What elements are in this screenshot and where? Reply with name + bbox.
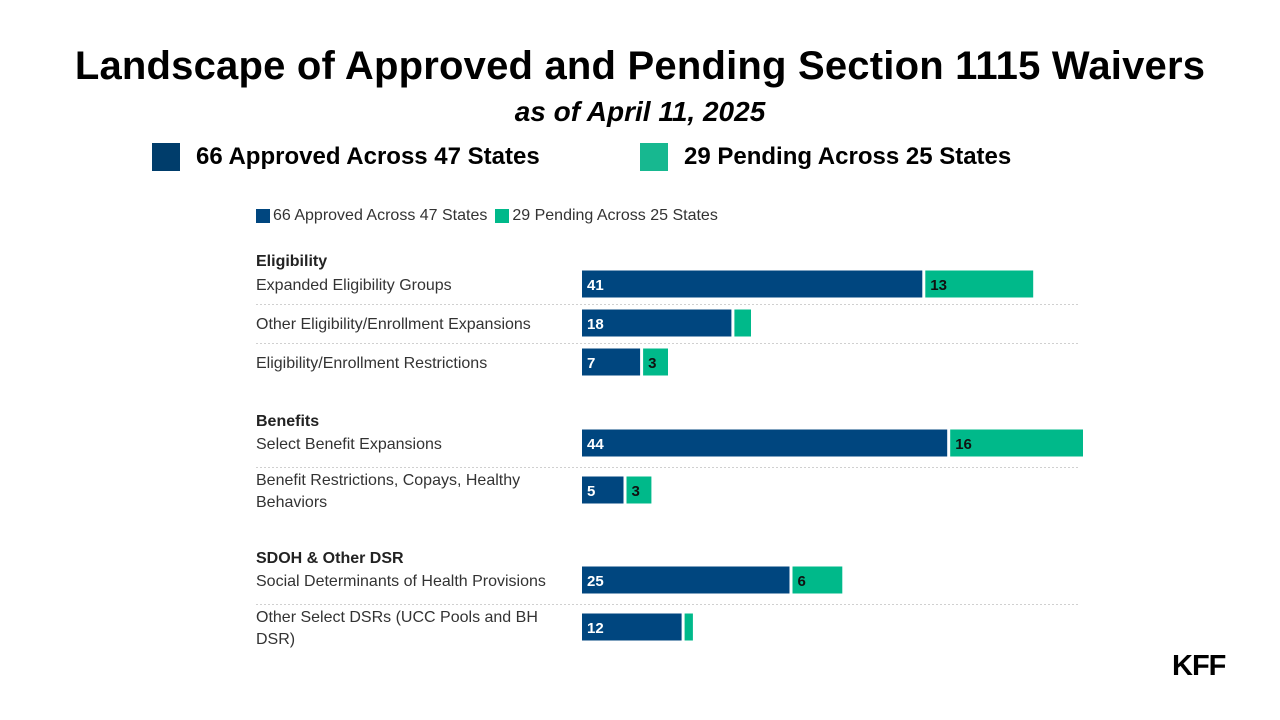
- category-label: Social Determinants of Health Provisions: [256, 573, 546, 590]
- data-label-pending: 16: [955, 436, 972, 453]
- bar-approved: [582, 613, 682, 641]
- chart-title: Landscape of Approved and Pending Sectio…: [74, 44, 1206, 88]
- bar-pending: [792, 566, 843, 594]
- bar-pending: [684, 613, 693, 641]
- legend-approved: 66 Approved Across 47 States: [152, 142, 540, 172]
- legend-pending-swatch: [640, 143, 668, 171]
- legend-pending: 29 Pending Across 25 States: [640, 142, 1011, 172]
- data-label-approved: 5: [587, 483, 595, 500]
- bar-pending: [643, 348, 668, 376]
- data-label-pending: 3: [632, 483, 640, 500]
- data-label-approved: 18: [587, 316, 604, 333]
- legend-approved-swatch: [152, 143, 180, 171]
- kff-logo: KFF: [1172, 650, 1226, 682]
- category-label: Expanded Eligibility Groups: [256, 277, 452, 294]
- bar-pending: [925, 270, 1034, 298]
- bar-approved: [582, 566, 790, 594]
- bar-approved: [582, 309, 732, 337]
- bar-approved: [582, 270, 923, 298]
- chart-legend-pending: 29 Pending Across 25 States: [495, 207, 718, 225]
- data-label-approved: 7: [587, 355, 595, 372]
- data-label-pending: 6: [798, 573, 806, 590]
- bar-approved: [582, 476, 624, 504]
- category-label: Behaviors: [256, 494, 327, 511]
- data-label-pending: 13: [930, 277, 947, 294]
- category-label: Other Select DSRs (UCC Pools and BH: [256, 609, 538, 626]
- group-header: SDOH & Other DSR: [256, 550, 404, 567]
- category-label: Eligibility/Enrollment Restrictions: [256, 355, 487, 372]
- chart-legend-approved-swatch: [256, 209, 270, 223]
- legend-approved-label: 66 Approved Across 47 States: [196, 143, 540, 170]
- chart-subtitle: as of April 11, 2025: [514, 96, 766, 127]
- bar-approved: [582, 429, 948, 457]
- bar-pending: [950, 429, 1083, 457]
- data-label-pending: 3: [648, 355, 656, 372]
- chart-legend-pending-label: 29 Pending Across 25 States: [512, 207, 718, 224]
- chart-legend-pending-swatch: [495, 209, 510, 223]
- category-label: Other Eligibility/Enrollment Expansions: [256, 316, 531, 333]
- bar-pending: [734, 309, 751, 337]
- data-label-approved: 12: [587, 620, 604, 637]
- bar-pending: [626, 476, 652, 504]
- group-header: Benefits: [256, 413, 319, 430]
- legend-pending-label: 29 Pending Across 25 States: [684, 143, 1012, 170]
- category-label: DSR): [256, 631, 295, 648]
- category-label: Select Benefit Expansions: [256, 436, 442, 453]
- category-label: Benefit Restrictions, Copays, Healthy: [256, 472, 520, 489]
- bar-approved: [582, 348, 641, 376]
- data-label-approved: 41: [587, 277, 604, 294]
- data-label-approved: 44: [587, 436, 604, 453]
- chart-legend-approved-label: 66 Approved Across 47 States: [273, 207, 488, 224]
- group-header: Eligibility: [256, 253, 327, 270]
- data-label-approved: 25: [587, 573, 604, 590]
- chart-legend: 66 Approved Across 47 States 29 Pending …: [256, 207, 726, 225]
- chart-legend-approved: 66 Approved Across 47 States: [256, 207, 487, 225]
